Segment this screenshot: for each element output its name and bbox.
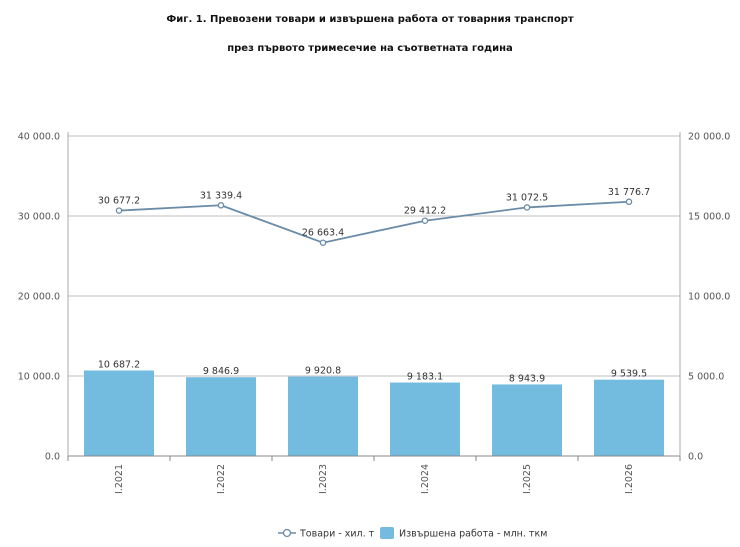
- data-labels: 10 687.2 9 846.9 9 920.8 9 183.1 8 943.9 9 53…: [98, 187, 650, 385]
- line-data-label: 31 339.4: [200, 190, 242, 201]
- y-right-tick-label: 20 000.0: [688, 132, 730, 143]
- bar: [186, 377, 256, 456]
- y-left-tick-label: 10 000.0: [18, 372, 60, 383]
- y-left-tick-label: 30 000.0: [18, 212, 60, 223]
- bar: [594, 379, 664, 456]
- bar: [492, 384, 562, 456]
- chart-subtitle: през първото тримесечие на съответната г…: [227, 43, 513, 54]
- legend-bar-swatch: [380, 527, 394, 539]
- line-point: [319, 239, 327, 246]
- chart-title: Фиг. 1. Превозени товари и извършена раб…: [166, 14, 574, 25]
- bar: [390, 382, 460, 456]
- gridlines: [68, 135, 680, 377]
- bar-data-label: 9 183.1: [407, 372, 443, 383]
- legend-line-marker: [282, 528, 292, 538]
- bar-data-label: 9 920.8: [305, 366, 341, 377]
- y-right-tick-label: 5 000.0: [688, 372, 724, 383]
- line-data-label: 26 663.4: [302, 228, 344, 239]
- x-category-label: I.2025: [522, 464, 533, 494]
- line-point: [217, 202, 225, 209]
- line-data-label: 30 677.2: [98, 196, 140, 207]
- y-right-tick-label: 15 000.0: [688, 212, 730, 223]
- y-left-tick-label: 20 000.0: [18, 292, 60, 303]
- y-right-tick-label: 10 000.0: [688, 292, 730, 303]
- bar: [288, 376, 358, 456]
- legend-label-line: Товари - хил. т: [299, 529, 375, 540]
- x-category-label: I.2021: [114, 464, 125, 494]
- x-category-label: I.2022: [216, 464, 227, 494]
- x-category-label: I.2023: [318, 464, 329, 494]
- line-point: [523, 204, 531, 211]
- legend-label-bar: Извършена работа - млн. ткм: [399, 529, 547, 540]
- bar-data-label: 10 687.2: [98, 360, 140, 371]
- y-left-tick-label: 40 000.0: [18, 132, 60, 143]
- bar-series: [84, 370, 664, 456]
- bar-data-label: 9 539.5: [611, 369, 647, 380]
- line-data-label: 29 412.2: [404, 206, 446, 217]
- series-line: [118, 200, 630, 244]
- line-data-label: 31 072.5: [506, 192, 548, 203]
- line-series: [115, 198, 633, 246]
- axes: 0.0 10 000.0 20 000.0 30 000.0 40 000.0 0.0 5 …: [18, 132, 731, 495]
- bar: [84, 370, 154, 456]
- y-right-tick-label: 0.0: [688, 452, 703, 463]
- line-point: [115, 207, 123, 214]
- line-data-label: 31 776.7: [608, 187, 650, 198]
- bar-data-label: 8 943.9: [509, 373, 545, 384]
- y-left-tick-label: 0.0: [45, 452, 60, 463]
- line-point: [421, 217, 429, 224]
- x-category-label: I.2026: [624, 464, 635, 494]
- line-point: [625, 198, 633, 206]
- x-category-label: I.2024: [420, 464, 431, 494]
- legend: Товари - хил. т Извършена работа - млн. т…: [278, 527, 547, 540]
- bar-data-label: 9 846.9: [203, 366, 239, 377]
